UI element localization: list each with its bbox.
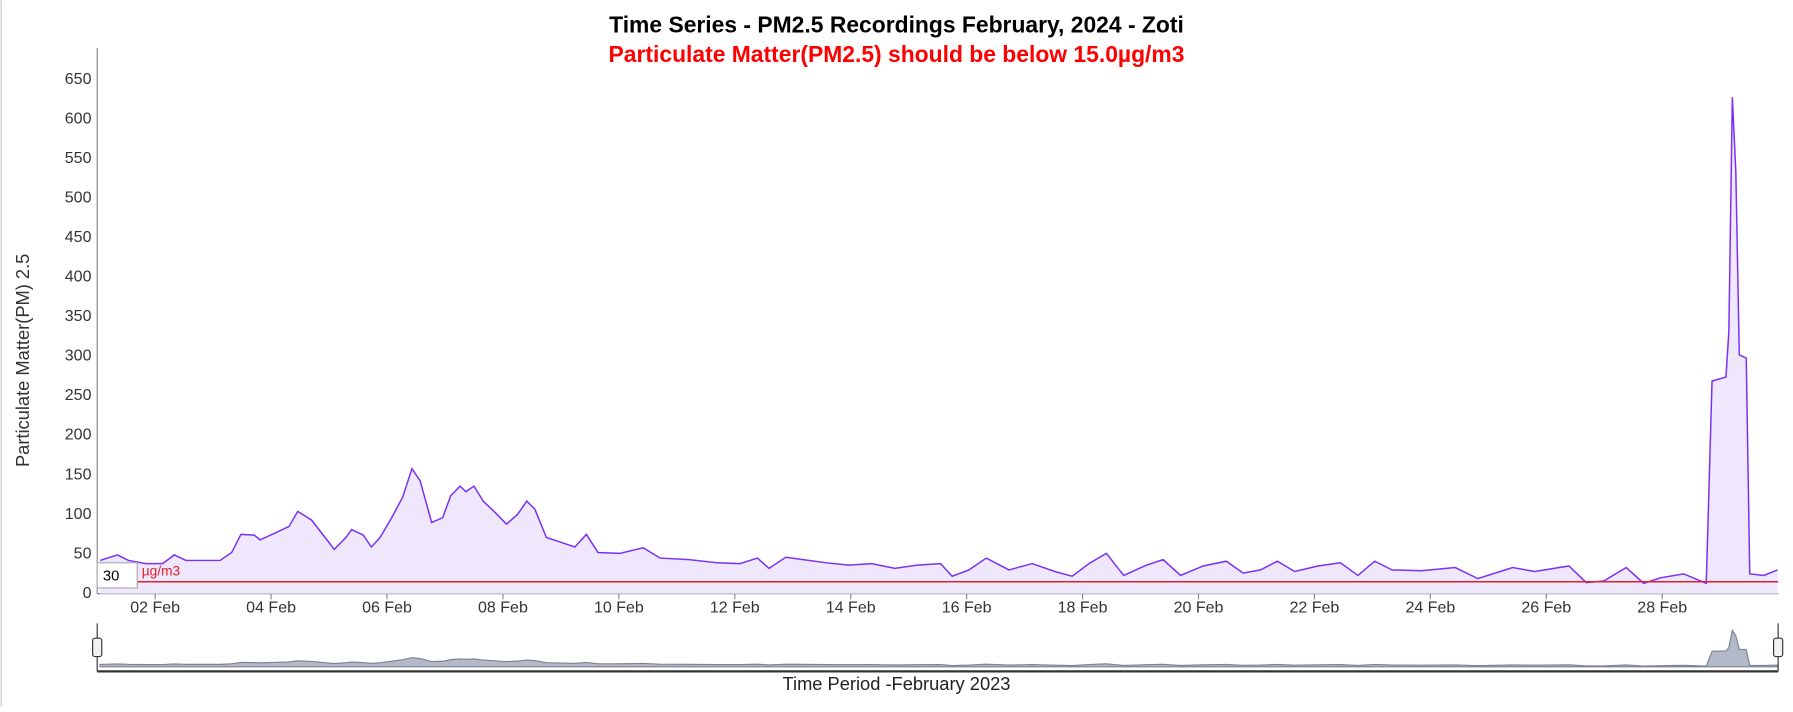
line: [99, 97, 1778, 585]
y-tick-label: 550: [65, 150, 92, 167]
x-tick-label: 12 Feb: [710, 600, 760, 617]
y-tick-label: 450: [65, 229, 92, 246]
y-tick-label: 600: [65, 111, 92, 128]
navigator-handle[interactable]: [92, 637, 103, 658]
y-tick-label: 650: [65, 71, 92, 88]
x-tick-label: 16 Feb: [942, 600, 992, 617]
x-tick-label: 02 Feb: [130, 600, 180, 617]
chart-subtitle: Particulate Matter(PM2.5) should be belo…: [609, 41, 1185, 67]
area: [100, 97, 1778, 594]
x-tick-label: 08 Feb: [478, 600, 528, 617]
x-tick-label: 20 Feb: [1174, 600, 1224, 617]
x-axis-label: Time Period -February 2023: [783, 673, 1011, 694]
x-tick-label: 10 Feb: [594, 600, 644, 617]
threshold-input-text[interactable]: 30: [103, 568, 120, 584]
x-tick-label: 06 Feb: [362, 600, 412, 617]
y-tick-label: 400: [65, 269, 92, 286]
y-tick-label: 0: [83, 585, 92, 602]
threshold-input[interactable]: [96, 562, 138, 589]
y-axis-label: Particulate Matter(PM) 2.5: [12, 254, 33, 467]
x-tick-label: 24 Feb: [1405, 600, 1455, 617]
y-tick-label: 150: [65, 466, 92, 483]
y-tick-label: 50: [74, 545, 92, 562]
x-tick-label: 18 Feb: [1058, 600, 1108, 617]
y-tick-label: 300: [65, 348, 92, 365]
x-tick-label: 28 Feb: [1637, 600, 1687, 617]
x-tick-label: 04 Feb: [246, 600, 296, 617]
x-tick-label: 14 Feb: [826, 600, 876, 617]
x-tick-label: 22 Feb: [1290, 600, 1340, 617]
y-tick-label: 250: [65, 387, 92, 404]
x-tick-label: 26 Feb: [1521, 600, 1571, 617]
y-tick-label: 500: [65, 190, 92, 207]
navigator-series: [99, 628, 1779, 668]
chart-title: Time Series - PM2.5 Recordings February,…: [609, 11, 1184, 37]
y-tick-label: 100: [65, 506, 92, 523]
y-tick-label: 350: [65, 308, 92, 325]
y-tick-label: 200: [65, 427, 92, 444]
threshold-unit: µg/m3: [142, 564, 181, 579]
navigator-handle[interactable]: [1772, 637, 1784, 658]
